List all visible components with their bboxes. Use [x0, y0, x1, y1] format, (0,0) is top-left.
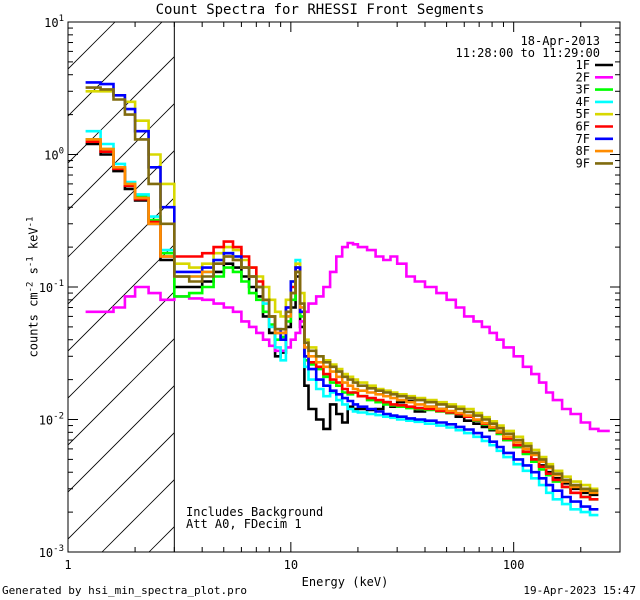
legend-label-6F: 6F: [576, 120, 590, 134]
hatched-region: [68, 22, 640, 552]
y-tick-label-exponent: -2: [53, 412, 64, 422]
legend-label-9F: 9F: [576, 156, 590, 170]
hatch-line: [68, 244, 175, 352]
series-line-9F: [85, 86, 599, 492]
x-tick-label: 100: [503, 558, 525, 572]
legend-label-7F: 7F: [576, 132, 590, 146]
y-axis-label-exp-s: -1: [25, 256, 36, 268]
legend-label-2F: 2F: [576, 70, 590, 84]
footer-datetime: 19-Apr-2023 15:47: [523, 584, 636, 597]
hatch-line: [148, 526, 175, 552]
y-tick-label-base: 10: [39, 546, 53, 560]
y-axis-label-base: counts cm: [26, 292, 41, 358]
footer-generated-by: Generated by hsi_min_spectra_plot.pro: [2, 584, 248, 597]
y-tick-label-base: 10: [39, 281, 53, 295]
series-group: [85, 81, 610, 517]
annotation-attenuator: Att A0, FDecim 1: [186, 517, 302, 531]
hatch-line: [337, 22, 640, 552]
hatch-line: [68, 291, 175, 399]
hatch-line: [68, 432, 175, 540]
legend-label-4F: 4F: [576, 95, 590, 109]
chart-title: Count Spectra for RHESSI Front Segments: [155, 2, 485, 18]
y-tick-label-exponent: 1: [59, 14, 64, 24]
hatch-line: [68, 22, 163, 117]
observation-date: 18-Apr-2013: [520, 34, 600, 48]
y-tick-label-exponent: -3: [53, 544, 64, 554]
y-tick-label-base: 10: [39, 414, 53, 428]
y-axis-label: counts cm-2 s-1 keV-1: [24, 217, 41, 358]
legend-label-5F: 5F: [576, 107, 590, 121]
x-tick-label: 10: [284, 558, 298, 572]
series-line-3F: [85, 138, 599, 501]
observation-time-range: 11:28:00 to 11:29:00: [455, 46, 601, 60]
y-tick-label: 10-2: [39, 412, 64, 428]
y-tick-label-exponent: -1: [53, 279, 64, 289]
y-tick-label-exponent: 0: [59, 147, 64, 157]
y-tick-label: 101: [44, 14, 64, 30]
legend-label-3F: 3F: [576, 83, 590, 97]
hatch-line: [68, 103, 175, 211]
y-tick-label: 10-3: [39, 544, 64, 560]
y-axis-label-end: keV: [26, 227, 41, 257]
legend-label-1F: 1F: [576, 58, 590, 72]
y-axis-label-mid: s: [26, 267, 41, 282]
legend-label-8F: 8F: [576, 144, 590, 158]
y-tick-label: 10-1: [39, 279, 64, 295]
x-axis-label: Energy (keV): [301, 575, 389, 589]
x-tick-label: 1: [64, 558, 71, 572]
y-tick-label-base: 10: [44, 16, 58, 30]
hatch-line: [68, 197, 175, 305]
y-tick-label-base: 10: [44, 149, 58, 163]
y-axis-label-exp-cm: -2: [25, 281, 36, 293]
series-line-6F: [85, 140, 599, 501]
series-line-4F: [85, 129, 599, 517]
hatch-line: [619, 22, 640, 552]
y-axis-label-exp-kev: -1: [25, 216, 36, 228]
hatch-line: [68, 56, 175, 164]
hatch-line: [68, 385, 175, 493]
series-line-5F: [85, 90, 599, 491]
annotation-background: Includes Background: [186, 505, 324, 519]
y-tick-label: 100: [44, 147, 64, 163]
series-line-2F: [85, 241, 610, 433]
hatch-lines: [68, 22, 640, 552]
